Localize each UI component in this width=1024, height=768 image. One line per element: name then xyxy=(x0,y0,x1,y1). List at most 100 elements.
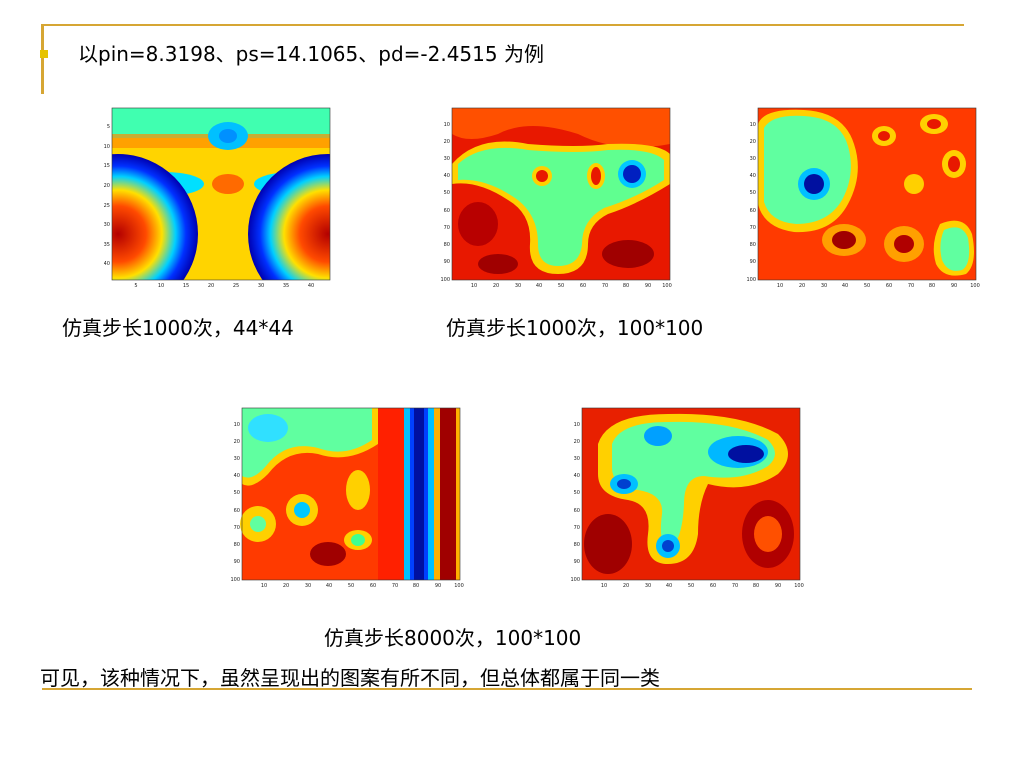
x-tick-label: 100 xyxy=(970,283,980,289)
x-tick-label: 40 xyxy=(666,583,672,589)
y-tick-label: 30 xyxy=(574,456,580,462)
x-tick-label: 90 xyxy=(435,583,441,589)
x-tick-label: 70 xyxy=(392,583,398,589)
y-tick-label: 30 xyxy=(750,156,756,162)
y-tick-label: 80 xyxy=(574,542,580,548)
y-tick-label: 100 xyxy=(746,277,756,283)
y-tick-label: 50 xyxy=(574,490,580,496)
x-tick-label: 30 xyxy=(258,283,264,289)
pattern-image: 10 20 30 40 50 60 70 80 90 100 10 20 30 … xyxy=(440,107,672,289)
figure-100x100-1000-a: 10 20 30 40 50 60 70 80 90 100 10 20 30 … xyxy=(438,104,674,290)
x-tick-label: 40 xyxy=(326,583,332,589)
pattern-image: 10 20 30 40 50 60 70 80 90 100 10 20 30 … xyxy=(570,407,804,589)
x-tick-label: 50 xyxy=(688,583,694,589)
x-tick-label: 30 xyxy=(645,583,651,589)
x-tick-label: 20 xyxy=(623,583,629,589)
y-tick-label: 70 xyxy=(444,225,450,231)
y-tick-label: 50 xyxy=(750,190,756,196)
caption-100x100-8000: 仿真步长8000次，100*100 xyxy=(324,626,582,650)
x-tick-label: 80 xyxy=(623,283,629,289)
y-tick-label: 10 xyxy=(234,422,240,428)
x-tick-label: 100 xyxy=(662,283,672,289)
figure-44x44-1000: 5 10 15 20 25 30 35 40 5 10 15 20 25 30 … xyxy=(104,104,336,290)
pattern-image: 10 20 30 40 50 60 70 80 90 100 10 20 30 … xyxy=(230,407,464,589)
x-tick-label: 15 xyxy=(183,283,189,289)
y-tick-label: 30 xyxy=(234,456,240,462)
y-tick-label: 15 xyxy=(104,163,110,169)
x-tick-label: 25 xyxy=(233,283,239,289)
y-tick-label: 60 xyxy=(574,508,580,514)
y-tick-label: 80 xyxy=(234,542,240,548)
y-tick-label: 10 xyxy=(104,144,110,150)
x-tick-label: 10 xyxy=(261,583,267,589)
conclusion-text: 可见，该种情况下，虽然呈现出的图案有所不同，但总体都属于同一类 xyxy=(40,666,660,690)
x-tick-label: 60 xyxy=(710,583,716,589)
pattern-image: 10 20 30 40 50 60 70 80 90 100 10 20 30 … xyxy=(746,107,980,289)
x-tick-label: 80 xyxy=(753,583,759,589)
y-tick-label: 10 xyxy=(444,122,450,128)
x-tick-label: 90 xyxy=(775,583,781,589)
y-tick-label: 35 xyxy=(104,242,110,248)
x-tick-label: 70 xyxy=(908,283,914,289)
y-tick-label: 20 xyxy=(234,439,240,445)
x-tick-label: 90 xyxy=(645,283,651,289)
y-tick-label: 100 xyxy=(440,277,450,283)
y-tick-label: 20 xyxy=(750,139,756,145)
y-tick-label: 20 xyxy=(444,139,450,145)
y-tick-label: 50 xyxy=(234,490,240,496)
caption-100x100-1000: 仿真步长1000次，100*100 xyxy=(446,316,704,340)
x-tick-label: 30 xyxy=(821,283,827,289)
x-tick-label: 20 xyxy=(283,583,289,589)
x-tick-label: 60 xyxy=(370,583,376,589)
y-tick-label: 100 xyxy=(230,577,240,583)
y-tick-label: 90 xyxy=(444,259,450,265)
x-tick-label: 10 xyxy=(471,283,477,289)
bullet-icon xyxy=(40,50,48,58)
y-tick-label: 40 xyxy=(750,173,756,179)
y-tick-label: 30 xyxy=(104,222,110,228)
x-tick-label: 70 xyxy=(602,283,608,289)
y-tick-label: 40 xyxy=(574,473,580,479)
x-tick-label: 80 xyxy=(929,283,935,289)
x-tick-label: 100 xyxy=(454,583,464,589)
y-tick-label: 70 xyxy=(234,525,240,531)
x-tick-label: 60 xyxy=(580,283,586,289)
x-tick-label: 30 xyxy=(305,583,311,589)
y-tick-label: 40 xyxy=(104,261,110,267)
x-tick-label: 80 xyxy=(413,583,419,589)
y-tick-label: 90 xyxy=(574,559,580,565)
x-tick-label: 70 xyxy=(732,583,738,589)
y-tick-label: 60 xyxy=(750,208,756,214)
y-tick-label: 60 xyxy=(444,208,450,214)
y-tick-label: 10 xyxy=(750,122,756,128)
x-tick-label: 10 xyxy=(777,283,783,289)
y-tick-label: 5 xyxy=(107,124,110,130)
x-tick-label: 60 xyxy=(886,283,892,289)
caption-44x44-1000: 仿真步长1000次，44*44 xyxy=(62,316,294,340)
y-tick-label: 25 xyxy=(104,203,110,209)
y-tick-label: 50 xyxy=(444,190,450,196)
x-tick-label: 30 xyxy=(515,283,521,289)
x-tick-label: 50 xyxy=(864,283,870,289)
y-tick-label: 20 xyxy=(574,439,580,445)
top-rule xyxy=(42,24,964,26)
y-tick-label: 90 xyxy=(234,559,240,565)
bottom-rule xyxy=(42,688,972,690)
x-tick-label: 10 xyxy=(601,583,607,589)
x-tick-label: 40 xyxy=(536,283,542,289)
x-tick-label: 35 xyxy=(283,283,289,289)
x-tick-label: 10 xyxy=(158,283,164,289)
y-tick-label: 10 xyxy=(574,422,580,428)
y-tick-label: 40 xyxy=(234,473,240,479)
x-tick-label: 90 xyxy=(951,283,957,289)
slide-heading: 以pin=8.3198、ps=14.1065、pd=-2.4515 为例 xyxy=(78,42,544,66)
figure-100x100-8000-a: 10 20 30 40 50 60 70 80 90 100 10 20 30 … xyxy=(228,404,468,590)
pattern-image: 5 10 15 20 25 30 35 40 5 10 15 20 25 30 … xyxy=(104,104,336,290)
x-tick-label: 20 xyxy=(208,283,214,289)
x-tick-label: 20 xyxy=(799,283,805,289)
x-tick-label: 20 xyxy=(493,283,499,289)
y-tick-label: 80 xyxy=(444,242,450,248)
y-tick-label: 100 xyxy=(570,577,580,583)
x-tick-label: 100 xyxy=(794,583,804,589)
x-tick-label: 40 xyxy=(842,283,848,289)
